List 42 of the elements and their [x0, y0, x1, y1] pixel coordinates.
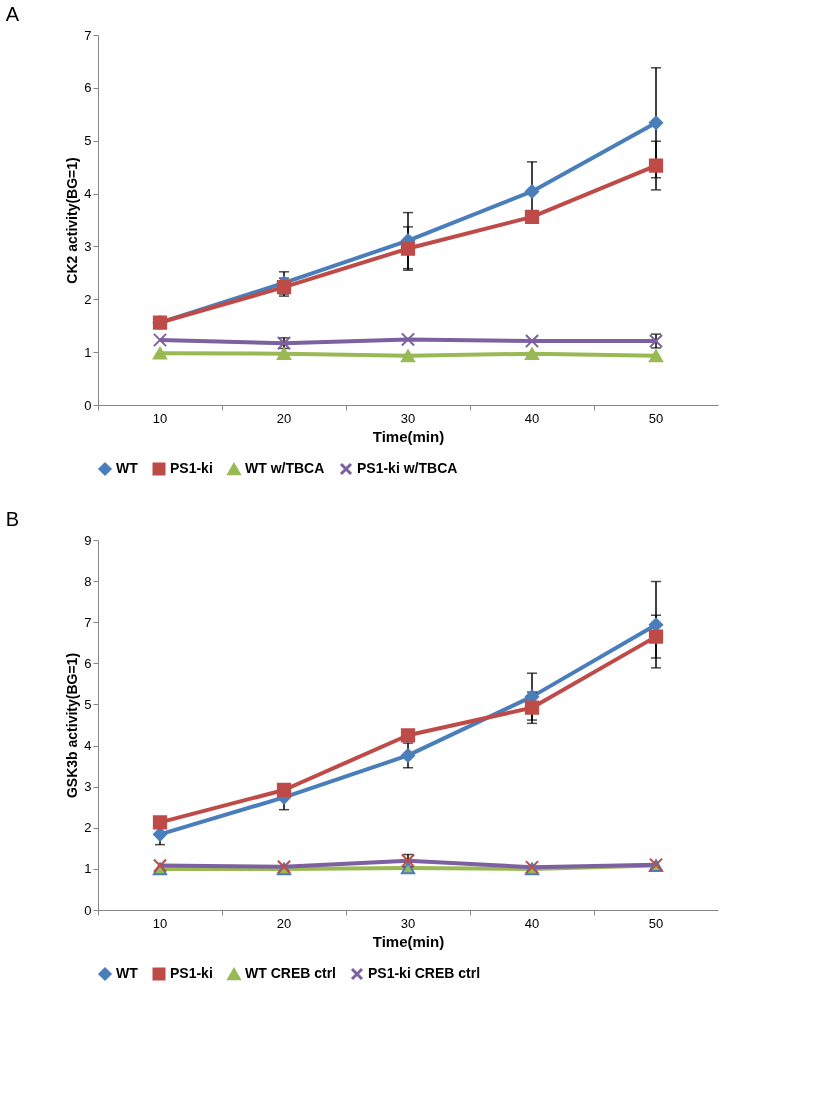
- legend-label: WT w/TBCA: [245, 460, 325, 477]
- legend-label: WT: [116, 460, 139, 476]
- y-tick-label: 1: [84, 861, 92, 877]
- legend-label: PS1-ki w/TBCA: [357, 460, 458, 476]
- y-tick-label: 7: [84, 27, 92, 43]
- y-tick-label: 1: [84, 344, 92, 360]
- x-tick-label: 30: [400, 915, 416, 931]
- y-tick-label: 5: [84, 696, 92, 712]
- x-tick-label: 20: [276, 410, 292, 426]
- x-tick-label: 40: [524, 410, 540, 426]
- legend-label: WT CREB ctrl: [245, 965, 336, 982]
- y-tick-label: 0: [84, 397, 92, 413]
- y-tick-label: 9: [84, 532, 92, 548]
- legend-label: WT: [116, 965, 139, 981]
- y-tick-label: 7: [84, 614, 92, 630]
- y-tick-label: 4: [84, 186, 92, 202]
- x-tick-label: 50: [648, 410, 664, 426]
- y-tick-label: 0: [84, 902, 92, 918]
- y-tick-label: 8: [84, 573, 92, 589]
- y-axis-title: GSK3b activity(BG=1): [64, 652, 81, 799]
- legend-label: PS1-ki: [170, 460, 213, 476]
- x-tick-label: 10: [152, 410, 168, 426]
- x-tick-label: 10: [152, 915, 168, 931]
- y-tick-label: 6: [84, 655, 92, 671]
- legend-label: PS1-ki: [170, 965, 213, 981]
- y-tick-label: 3: [84, 238, 92, 254]
- chart-title: B: [5, 508, 20, 530]
- y-tick-label: 4: [84, 738, 92, 754]
- y-axis-title: CK2 activity(BG=1): [64, 157, 81, 284]
- y-tick-label: 5: [84, 133, 92, 149]
- x-tick-label: 50: [648, 915, 664, 931]
- x-tick-label: 30: [400, 410, 416, 426]
- y-tick-label: 2: [84, 291, 92, 307]
- legend-label: PS1-ki CREB ctrl: [368, 965, 481, 981]
- y-tick-label: 2: [84, 820, 92, 836]
- x-axis-title: Time(min): [372, 932, 445, 950]
- x-axis-title: Time(min): [372, 427, 445, 445]
- y-tick-label: 6: [84, 80, 92, 96]
- x-tick-label: 40: [524, 915, 540, 931]
- x-tick-label: 20: [276, 915, 292, 931]
- chart-title: A: [5, 3, 20, 25]
- y-tick-label: 3: [84, 779, 92, 795]
